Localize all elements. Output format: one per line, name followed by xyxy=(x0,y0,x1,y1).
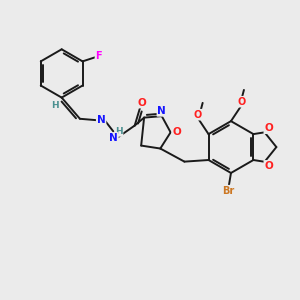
Text: O: O xyxy=(194,110,202,120)
Text: N: N xyxy=(97,115,106,125)
Text: N: N xyxy=(158,106,166,116)
Text: O: O xyxy=(238,97,246,107)
Text: O: O xyxy=(264,123,273,133)
Text: O: O xyxy=(172,127,181,137)
Text: H: H xyxy=(51,101,59,110)
Text: F: F xyxy=(95,51,102,61)
Text: O: O xyxy=(137,98,146,108)
Text: O: O xyxy=(264,161,273,171)
Text: Br: Br xyxy=(223,186,235,196)
Text: N: N xyxy=(109,133,118,143)
Text: H: H xyxy=(115,127,123,136)
